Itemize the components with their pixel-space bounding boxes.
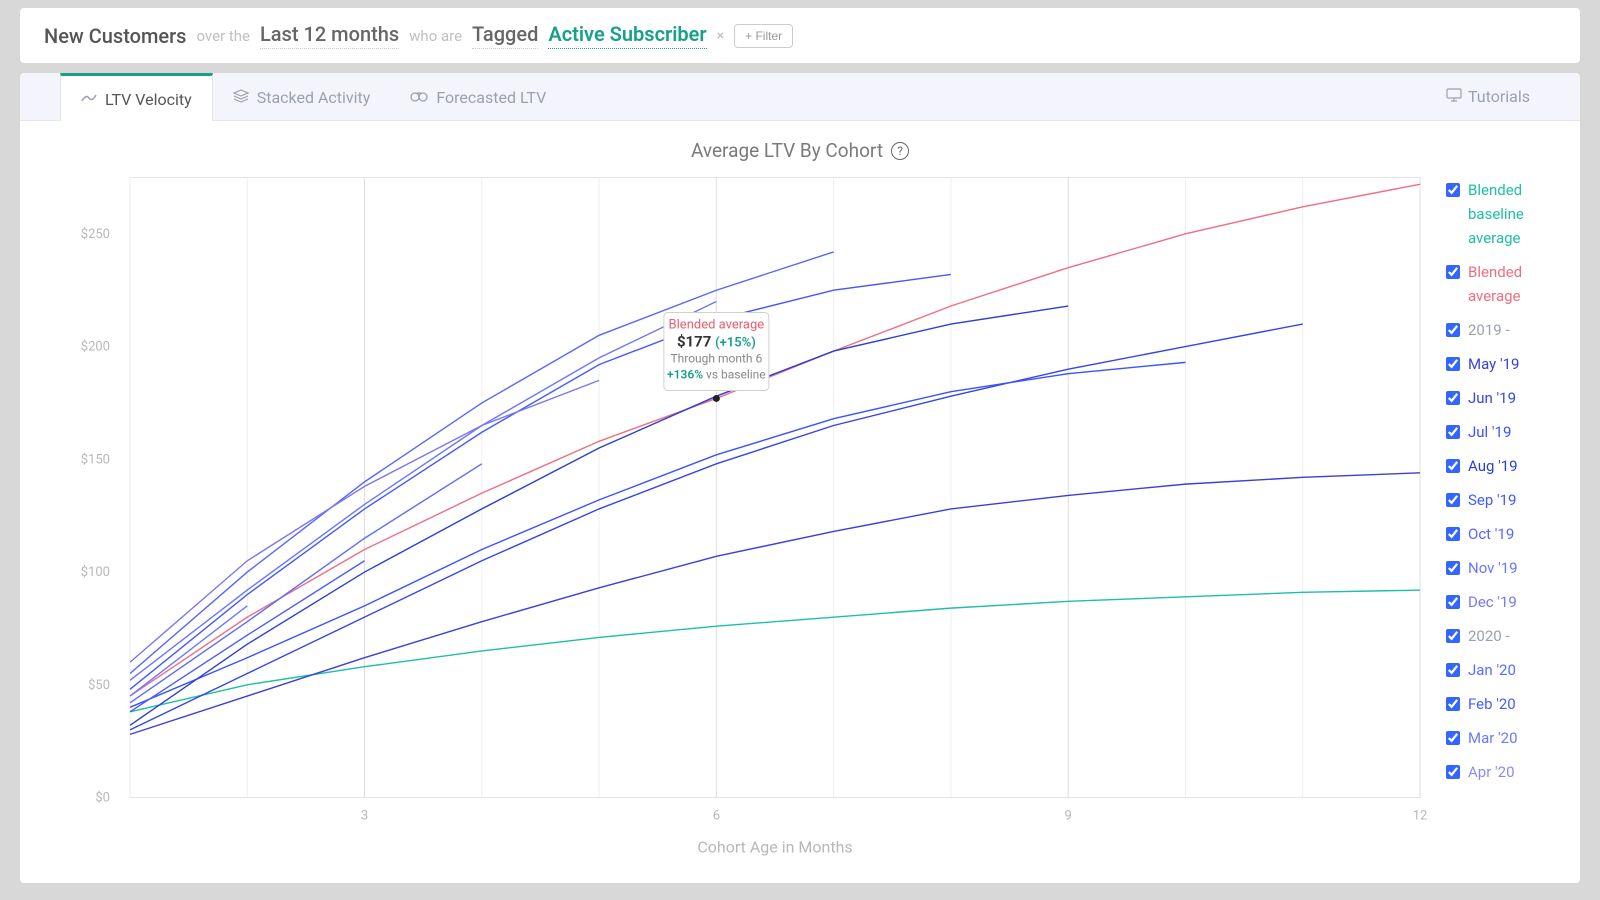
legend: Blended baseline average Blended average 2…	[1440, 172, 1570, 873]
chart-title: Average LTV By Cohort	[691, 139, 883, 162]
tooltip-value-row: $177 (+15%)	[677, 332, 756, 350]
svg-text:$250: $250	[81, 227, 110, 242]
tooltip-through: Through month 6	[670, 351, 762, 365]
legend-checkbox-mar20[interactable]	[1446, 731, 1460, 745]
ltv-chart: 3 6 9 12 $0 $50 $100 $150 $200 $250 Cohort Age in …	[30, 172, 1440, 873]
filter-who-are: who are	[409, 27, 462, 45]
chart-area: Average LTV By Cohort ? 3 6 9 12 $0 $50 $100 $1…	[20, 121, 1580, 883]
tab-ltv-velocity-label: LTV Velocity	[105, 90, 192, 109]
legend-checkbox-oct19[interactable]	[1446, 527, 1460, 541]
tab-bar: LTV Velocity Stacked Activity Forecasted…	[20, 73, 1580, 121]
series-blended	[130, 184, 1420, 696]
tutorials-link[interactable]: Tutorials	[1446, 87, 1540, 106]
legend-label-y2020: 2020 -	[1468, 624, 1510, 648]
legend-checkbox-sep19[interactable]	[1446, 493, 1460, 507]
legend-label-aug19: Aug '19	[1468, 454, 1518, 478]
remove-tag-icon[interactable]: ×	[717, 28, 724, 44]
legend-label-baseline: Blended baseline average	[1468, 178, 1570, 250]
legend-item-oct19[interactable]: Oct '19	[1446, 522, 1570, 546]
legend-label-jul19: Jul '19	[1468, 420, 1511, 444]
legend-checkbox-blended[interactable]	[1446, 265, 1460, 279]
legend-item-y2020[interactable]: 2020 -	[1446, 624, 1570, 648]
legend-label-jan20: Jan '20	[1468, 658, 1516, 682]
velocity-icon	[81, 92, 97, 108]
tooltip-anchor-point	[713, 395, 720, 402]
legend-checkbox-jun19[interactable]	[1446, 391, 1460, 405]
legend-item-feb20[interactable]: Feb '20	[1446, 692, 1570, 716]
tooltip-series-label: Blended average	[669, 317, 765, 332]
legend-item-blended[interactable]: Blended average	[1446, 260, 1570, 308]
legend-item-dec19[interactable]: Dec '19	[1446, 590, 1570, 614]
layers-icon	[233, 89, 249, 107]
legend-label-nov19: Nov '19	[1468, 556, 1518, 580]
legend-checkbox-jan20[interactable]	[1446, 663, 1460, 677]
monitor-icon	[1446, 87, 1462, 106]
legend-item-baseline[interactable]: Blended baseline average	[1446, 178, 1570, 250]
legend-label-jun19: Jun '19	[1468, 386, 1516, 410]
tab-forecasted-ltv[interactable]: Forecasted LTV	[390, 74, 566, 119]
legend-checkbox-y2019[interactable]	[1446, 323, 1460, 337]
svg-text:$0: $0	[95, 791, 110, 806]
legend-item-mar20[interactable]: Mar '20	[1446, 726, 1570, 750]
svg-text:$200: $200	[81, 340, 110, 355]
legend-checkbox-feb20[interactable]	[1446, 697, 1460, 711]
legend-label-oct19: Oct '19	[1468, 522, 1514, 546]
legend-item-y2019[interactable]: 2019 -	[1446, 318, 1570, 342]
series-nov19	[130, 302, 716, 681]
tab-stacked-activity-label: Stacked Activity	[257, 88, 371, 107]
series-sep19	[130, 274, 951, 689]
legend-label-mar20: Mar '20	[1468, 726, 1518, 750]
svg-text:9: 9	[1065, 809, 1072, 824]
legend-label-sep19: Sep '19	[1468, 488, 1517, 512]
filter-segment: New Customers	[44, 24, 186, 48]
filter-period[interactable]: Last 12 months	[260, 22, 399, 49]
legend-item-nov19[interactable]: Nov '19	[1446, 556, 1570, 580]
legend-label-apr20: Apr '20	[1468, 760, 1515, 784]
legend-checkbox-jul19[interactable]	[1446, 425, 1460, 439]
svg-text:$150: $150	[81, 452, 110, 467]
legend-label-feb20: Feb '20	[1468, 692, 1516, 716]
svg-text:12: 12	[1413, 809, 1428, 824]
legend-label-dec19: Dec '19	[1468, 590, 1517, 614]
help-icon[interactable]: ?	[891, 142, 909, 160]
legend-item-jun19[interactable]: Jun '19	[1446, 386, 1570, 410]
chart-title-row: Average LTV By Cohort ?	[30, 139, 1570, 162]
legend-checkbox-apr20[interactable]	[1446, 765, 1460, 779]
legend-label-blended: Blended average	[1468, 260, 1570, 308]
legend-checkbox-may19[interactable]	[1446, 357, 1460, 371]
svg-text:$50: $50	[88, 678, 110, 693]
tutorials-label: Tutorials	[1468, 87, 1530, 106]
legend-item-apr20[interactable]: Apr '20	[1446, 760, 1570, 784]
tab-forecasted-ltv-label: Forecasted LTV	[436, 88, 546, 107]
tab-ltv-velocity[interactable]: LTV Velocity	[60, 73, 213, 121]
svg-text:6: 6	[713, 809, 720, 824]
main-panel: LTV Velocity Stacked Activity Forecasted…	[20, 73, 1580, 883]
legend-checkbox-dec19[interactable]	[1446, 595, 1460, 609]
svg-text:3: 3	[361, 809, 368, 824]
legend-checkbox-aug19[interactable]	[1446, 459, 1460, 473]
legend-checkbox-baseline[interactable]	[1446, 183, 1460, 197]
legend-checkbox-y2020[interactable]	[1446, 629, 1460, 643]
tooltip-vs-baseline: +136% vs baseline	[667, 367, 766, 381]
legend-checkbox-nov19[interactable]	[1446, 561, 1460, 575]
filter-bar: New Customers over the Last 12 months wh…	[20, 8, 1580, 63]
legend-item-aug19[interactable]: Aug '19	[1446, 454, 1570, 478]
filter-tag-value[interactable]: Active Subscriber	[548, 22, 706, 49]
legend-label-may19: May '19	[1468, 352, 1519, 376]
legend-item-may19[interactable]: May '19	[1446, 352, 1570, 376]
binoculars-icon	[410, 90, 428, 106]
svg-text:Cohort Age in Months: Cohort Age in Months	[697, 838, 852, 857]
filter-tagged-label[interactable]: Tagged	[472, 22, 538, 49]
legend-item-jan20[interactable]: Jan '20	[1446, 658, 1570, 682]
legend-item-sep19[interactable]: Sep '19	[1446, 488, 1570, 512]
svg-text:$100: $100	[81, 565, 110, 580]
add-filter-button[interactable]: + Filter	[734, 24, 793, 48]
tab-stacked-activity[interactable]: Stacked Activity	[213, 74, 391, 119]
legend-item-jul19[interactable]: Jul '19	[1446, 420, 1570, 444]
legend-label-y2019: 2019 -	[1468, 318, 1510, 342]
filter-over-the: over the	[196, 27, 250, 45]
series-baseline	[130, 590, 1420, 712]
